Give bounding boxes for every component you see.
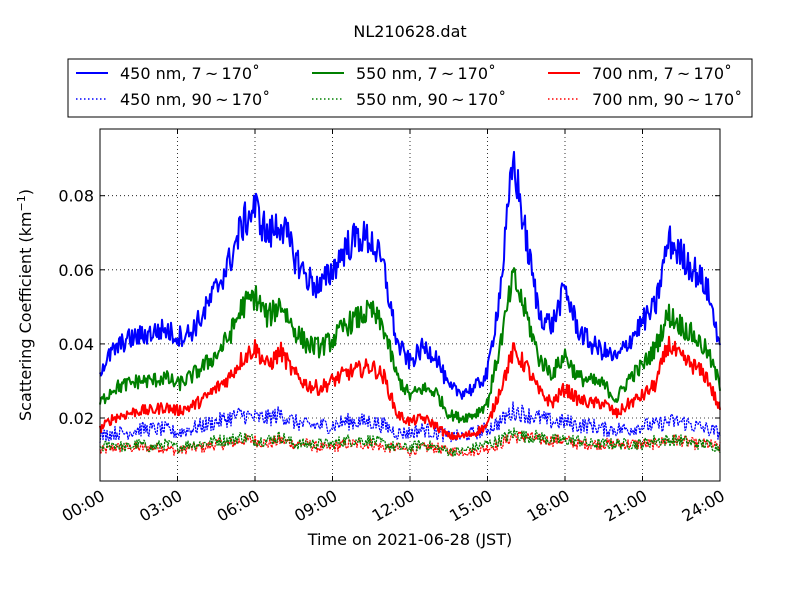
series-line [99,150,721,400]
legend-label: 550 nm, 7 ~ 170˚ [356,64,496,83]
series-line [99,401,721,444]
y-tick-label: 0.02 [58,409,94,428]
legend-label: 450 nm, 7 ~ 170˚ [120,64,260,83]
legend-label: 700 nm, 90 ~ 170˚ [592,90,742,109]
y-tick-label: 0.08 [58,187,94,206]
legend-label: 700 nm, 7 ~ 170˚ [592,64,732,83]
series-line [99,267,721,424]
y-axis-label-superscript: −1 [15,195,28,211]
chart-title: NL210628.dat [353,22,466,41]
legend: 450 nm, 7 ~ 170˚ 450 nm, 90 ~ 170˚ 550 nm,… [67,58,753,118]
y-tick-label: 0.06 [58,261,94,280]
series-layer [99,150,721,457]
plot-area: 00:00 03:00 06:00 09:00 12:00 15:00 18:00 21:00… [58,128,728,526]
y-tick-label: 0.04 [58,335,94,354]
y-axis-label-close: ) [16,189,35,195]
y-axis-label-main: Scattering Coefficient (km [16,211,35,421]
series-line [99,427,721,457]
legend-box [67,58,753,118]
y-axis-label: Scattering Coefficient (km−1) [15,189,36,421]
legend-label: 450 nm, 90 ~ 170˚ [120,90,270,109]
legend-label: 550 nm, 90 ~ 170˚ [356,90,506,109]
x-axis-label: Time on 2021-06-28 (JST) [307,530,512,549]
series-line [99,335,721,441]
